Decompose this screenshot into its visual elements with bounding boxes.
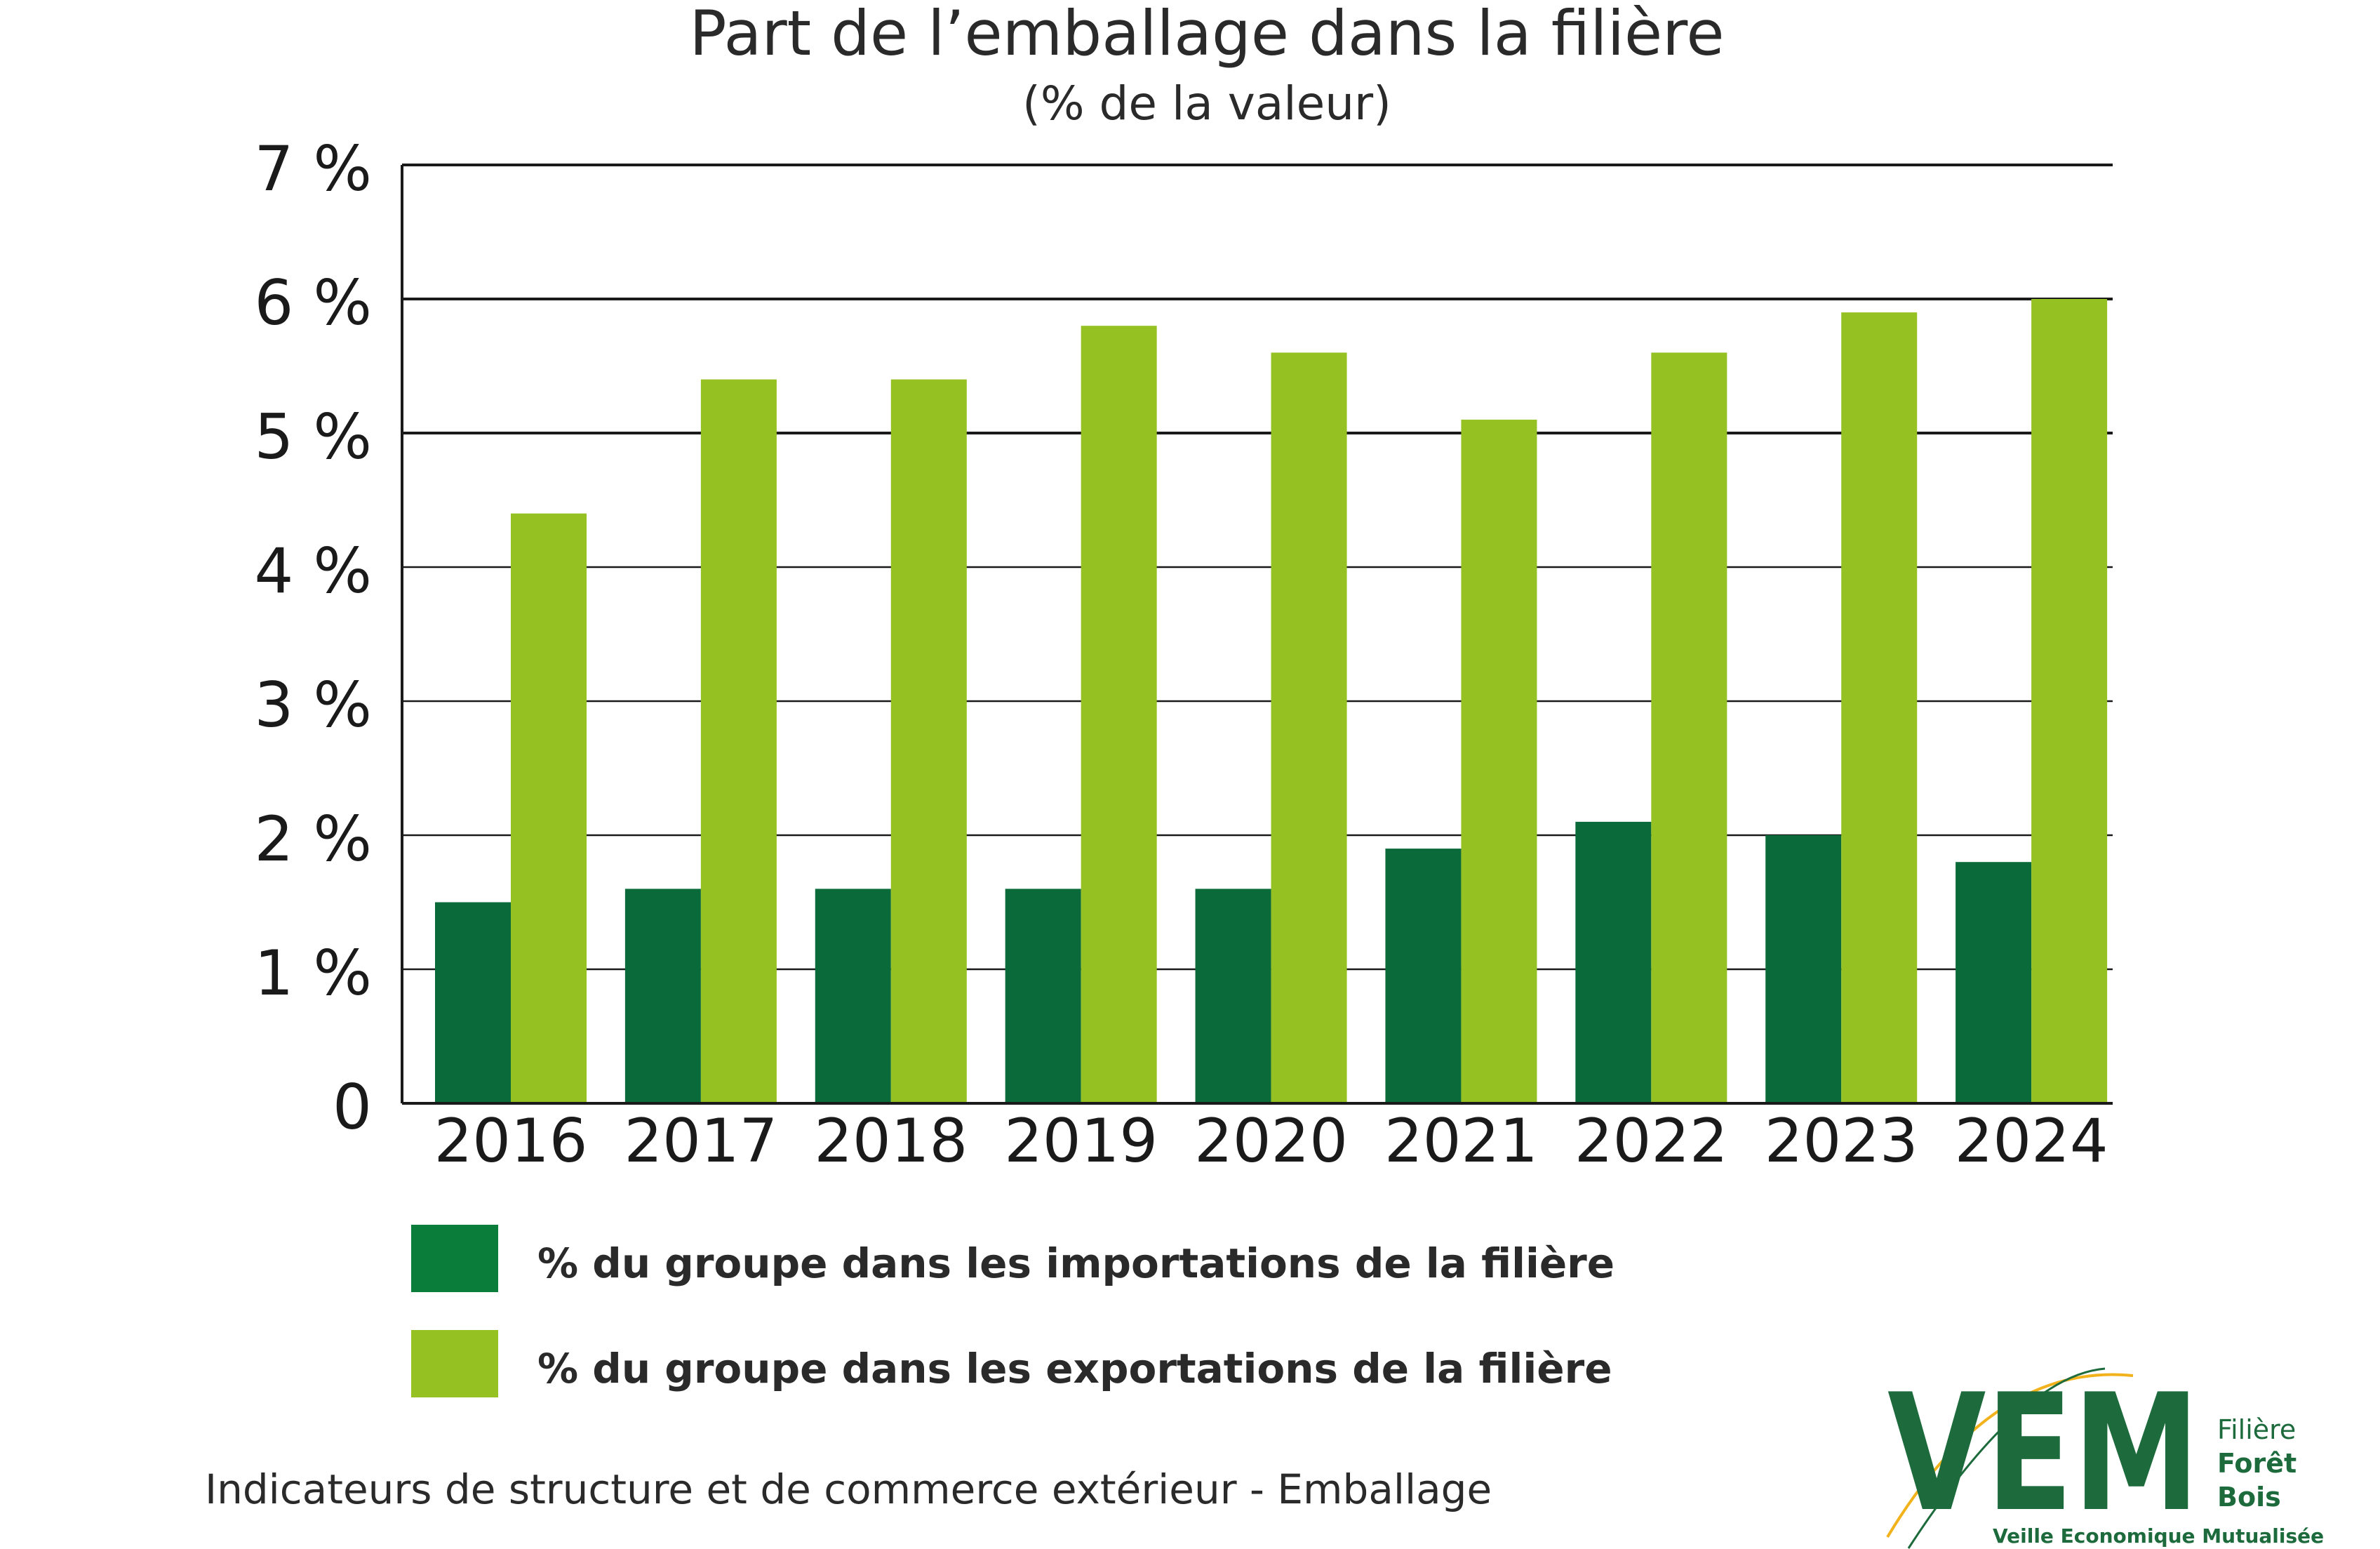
- bar-exports: [1081, 326, 1157, 1104]
- legend-swatch: [411, 1225, 498, 1292]
- chart-subtitle: (% de la valeur): [1022, 77, 1391, 131]
- y-tick-label: 2 %: [254, 803, 372, 875]
- bar-imports: [1385, 849, 1462, 1103]
- bar-imports: [1195, 889, 1271, 1103]
- chart-title: Part de l’emballage dans la filière: [689, 0, 1724, 69]
- logo-arc-green: [1907, 1367, 2106, 1549]
- bar-exports: [2031, 299, 2108, 1103]
- bar-exports: [700, 379, 777, 1103]
- x-axis-ticks: 2016 2017 2018 2019 2020 2021 2022 2023 2024: [434, 1106, 2108, 1176]
- y-tick-label: 6 %: [254, 267, 372, 339]
- logo-arc-yellow: [1886, 1373, 2134, 1538]
- x-tick-label: 2024: [1955, 1106, 2108, 1176]
- y-tick-label: 4 %: [254, 535, 372, 607]
- bar-exports: [1841, 312, 1918, 1104]
- y-tick-label: 0: [333, 1071, 372, 1143]
- bar-exports: [1461, 419, 1537, 1103]
- bar-imports: [435, 902, 511, 1103]
- x-tick-label: 2022: [1575, 1106, 1728, 1176]
- logo-line2: Forêt: [2217, 1448, 2297, 1479]
- legend-label: % du groupe dans les importations de la …: [537, 1239, 1614, 1287]
- logo-tagline: Veille Economique Mutualisée: [1993, 1524, 2324, 1548]
- y-tick-label: 3 %: [254, 669, 372, 741]
- bar-exports: [511, 513, 587, 1103]
- bar-exports: [890, 379, 967, 1103]
- bar-exports: [1271, 352, 1347, 1103]
- axes: [401, 165, 2113, 1105]
- logo-letters: VEM: [1887, 1360, 2200, 1548]
- x-tick-label: 2023: [1765, 1106, 1918, 1176]
- legend-swatch: [411, 1330, 498, 1397]
- x-tick-label: 2017: [624, 1106, 777, 1176]
- x-tick-label: 2018: [814, 1106, 968, 1176]
- bar-imports: [1765, 835, 1842, 1103]
- vem-logo: VEM Filière Forêt Bois Veille Economique…: [1886, 1360, 2324, 1549]
- bar-imports: [1575, 821, 1652, 1103]
- y-tick-label: 1 %: [254, 937, 372, 1009]
- bar-imports: [815, 889, 891, 1103]
- bar-imports: [1956, 862, 2032, 1103]
- x-tick-label: 2016: [434, 1106, 588, 1176]
- y-axis-ticks: 0 1 % 2 % 3 % 4 % 5 % 6 % 7 %: [254, 133, 372, 1143]
- bar-exports: [1651, 352, 1727, 1103]
- bars: [435, 299, 2108, 1104]
- bar-imports: [1005, 889, 1081, 1103]
- logo-line1: Filière: [2217, 1414, 2296, 1445]
- x-tick-label: 2021: [1384, 1106, 1538, 1176]
- legend: % du groupe dans les importations de la …: [411, 1225, 1614, 1397]
- logo-line3: Bois: [2217, 1482, 2281, 1513]
- x-tick-label: 2020: [1194, 1106, 1348, 1176]
- footer-caption: Indicateurs de structure et de commerce …: [205, 1465, 1492, 1513]
- y-tick-label: 5 %: [254, 401, 372, 473]
- gridlines: [402, 164, 2113, 971]
- y-tick-label: 7 %: [254, 133, 372, 205]
- bar-imports: [624, 889, 701, 1103]
- legend-label: % du groupe dans les exportations de la …: [537, 1345, 1612, 1392]
- x-tick-label: 2019: [1004, 1106, 1158, 1176]
